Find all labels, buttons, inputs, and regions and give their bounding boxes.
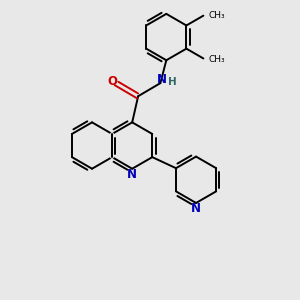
Text: O: O: [107, 75, 117, 88]
Text: N: N: [127, 168, 137, 181]
Text: CH₃: CH₃: [209, 11, 225, 20]
Text: CH₃: CH₃: [209, 56, 225, 64]
Text: H: H: [168, 76, 177, 87]
Text: N: N: [157, 73, 167, 86]
Text: N: N: [190, 202, 200, 215]
